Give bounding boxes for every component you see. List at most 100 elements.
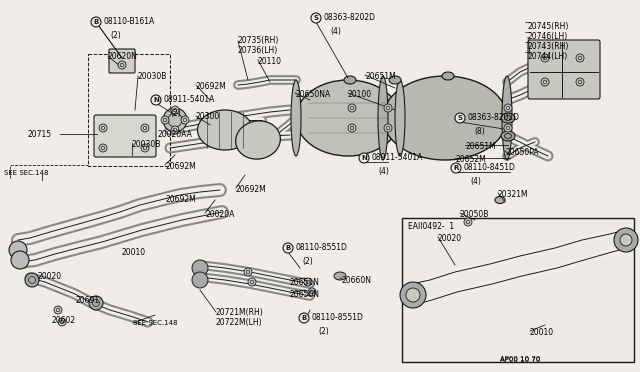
Text: 20660N: 20660N [342, 276, 372, 285]
Circle shape [348, 104, 356, 112]
Text: 20650N: 20650N [290, 290, 320, 299]
Text: 20692M: 20692M [165, 195, 196, 204]
Circle shape [614, 228, 638, 252]
Ellipse shape [291, 80, 301, 156]
Text: 08911-5401A: 08911-5401A [372, 154, 424, 163]
Text: 20691: 20691 [76, 296, 100, 305]
Circle shape [192, 260, 208, 276]
Text: 20620N: 20620N [108, 52, 138, 61]
Circle shape [359, 153, 369, 163]
Text: SEE SEC.148: SEE SEC.148 [4, 170, 49, 176]
Ellipse shape [395, 80, 405, 156]
Text: N: N [153, 97, 159, 103]
Text: (4): (4) [330, 27, 341, 36]
Text: 08911-5401A: 08911-5401A [164, 96, 216, 105]
Text: 20745(RH): 20745(RH) [528, 22, 570, 31]
Text: 20692M: 20692M [236, 185, 267, 194]
Text: B: B [285, 245, 291, 251]
Text: (8): (8) [474, 127, 484, 136]
Text: 08363-8202D: 08363-8202D [468, 113, 520, 122]
Text: 08110-8451D: 08110-8451D [464, 164, 516, 173]
Text: 20692M: 20692M [196, 82, 227, 91]
Circle shape [541, 54, 549, 62]
Circle shape [283, 243, 293, 253]
Circle shape [141, 144, 149, 152]
Circle shape [151, 95, 161, 105]
Text: EAII0492-  1: EAII0492- 1 [408, 222, 454, 231]
Circle shape [576, 78, 584, 86]
Circle shape [406, 288, 420, 302]
Ellipse shape [334, 272, 346, 280]
Ellipse shape [198, 110, 253, 150]
Ellipse shape [344, 76, 356, 84]
Text: 20651M: 20651M [365, 72, 396, 81]
Text: 20721M(RH): 20721M(RH) [216, 308, 264, 317]
Text: 20010: 20010 [530, 328, 554, 337]
Circle shape [163, 108, 187, 132]
Text: S: S [314, 15, 319, 21]
Text: (2): (2) [302, 257, 313, 266]
Circle shape [54, 306, 62, 314]
Text: 08363-8202D: 08363-8202D [324, 13, 376, 22]
Text: 20652M: 20652M [455, 155, 486, 164]
Circle shape [99, 124, 107, 132]
Text: (2): (2) [318, 327, 329, 336]
Text: 20030B: 20030B [138, 72, 168, 81]
Circle shape [348, 124, 356, 132]
Circle shape [141, 124, 149, 132]
Text: (2): (2) [110, 31, 121, 40]
Text: 20651N: 20651N [290, 278, 320, 287]
Circle shape [504, 124, 512, 132]
Text: AP00 10 70: AP00 10 70 [500, 356, 540, 362]
Text: (4): (4) [378, 167, 389, 176]
Text: SEE SEC.148: SEE SEC.148 [133, 320, 177, 326]
Circle shape [11, 251, 29, 269]
Circle shape [400, 282, 426, 308]
Ellipse shape [442, 72, 454, 80]
Ellipse shape [296, 80, 400, 156]
Ellipse shape [236, 121, 280, 159]
Circle shape [91, 17, 101, 27]
Text: 20736(LH): 20736(LH) [238, 46, 278, 55]
Circle shape [304, 278, 312, 286]
Text: B: B [301, 315, 307, 321]
Text: 20020A: 20020A [205, 210, 234, 219]
Circle shape [181, 116, 189, 124]
FancyBboxPatch shape [528, 40, 600, 99]
Ellipse shape [502, 76, 512, 160]
Circle shape [455, 113, 465, 123]
FancyBboxPatch shape [94, 115, 156, 157]
Text: 20010: 20010 [122, 248, 146, 257]
Circle shape [541, 78, 549, 86]
Circle shape [89, 296, 103, 310]
Text: 20650NA: 20650NA [295, 90, 330, 99]
Circle shape [576, 54, 584, 62]
Circle shape [25, 273, 39, 287]
Text: 20020: 20020 [38, 272, 62, 281]
Text: (2): (2) [170, 109, 180, 118]
Text: 20100: 20100 [348, 90, 372, 99]
Text: 20030B: 20030B [132, 140, 161, 149]
Circle shape [299, 313, 309, 323]
Circle shape [58, 318, 66, 326]
Text: 08110-8551D: 08110-8551D [296, 244, 348, 253]
Bar [88, 54, 170, 166]
Circle shape [171, 126, 179, 134]
Text: 20300: 20300 [196, 112, 220, 121]
Circle shape [244, 268, 252, 276]
Text: 20735(RH): 20735(RH) [238, 36, 280, 45]
Text: 20650PA: 20650PA [505, 148, 539, 157]
Text: (4): (4) [470, 177, 481, 186]
Text: 20050B: 20050B [460, 210, 490, 219]
Text: 20722M(LH): 20722M(LH) [216, 318, 262, 327]
Text: N: N [361, 155, 367, 161]
Circle shape [248, 278, 256, 286]
Text: AP00 10 70: AP00 10 70 [500, 357, 540, 363]
Circle shape [464, 218, 472, 226]
Circle shape [384, 124, 392, 132]
Ellipse shape [383, 76, 507, 160]
Text: 20715: 20715 [28, 130, 52, 139]
Circle shape [311, 13, 321, 23]
Ellipse shape [501, 131, 515, 141]
Circle shape [192, 272, 208, 288]
